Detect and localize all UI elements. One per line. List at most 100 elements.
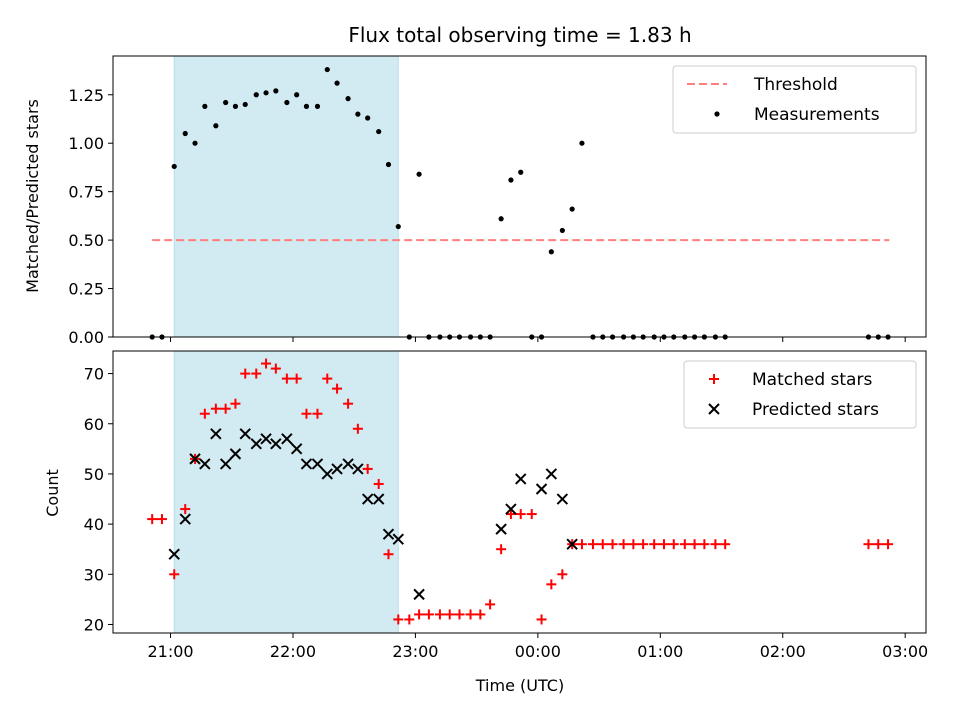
x-stroke-b [219,458,232,470]
matched-star-point [496,544,507,555]
x-stroke-b [260,433,272,445]
predicted-star-point [361,493,374,505]
predicted-star-point [210,428,222,440]
predicted-star-point [352,463,364,475]
measurement-point [202,103,208,109]
measurement-point [171,163,177,170]
predicted-star-point [290,443,303,455]
x-stroke-b [300,458,313,470]
predicted-star-point [250,438,262,450]
measurement-point [253,92,259,98]
matched-star-point [147,514,158,525]
x-stroke-b [556,493,569,505]
measurement-point [263,90,269,96]
matched-star-point [475,609,486,620]
predicted-star-point [239,428,251,440]
matched-star-point [343,398,354,409]
x-tick-label: 00:00 [515,642,561,661]
measurement-point [376,128,382,135]
matched-star-point [505,509,516,520]
predicted-star-point [505,503,517,515]
measurement-point [232,103,239,109]
matched-star-point [393,614,404,625]
plot-frame [112,55,927,338]
measurement-point [498,216,504,222]
matched-star-point [873,539,884,550]
x-stroke-b [179,513,191,525]
x-stroke-b [321,468,333,480]
matched-star-point [373,478,384,489]
matched-star-point [291,373,302,384]
x-stroke-b [281,433,293,445]
measurement-point [182,130,188,137]
matched-star-point [352,423,363,434]
matched-star-point [156,514,167,525]
predicted-star-point [168,548,180,560]
matched-star-point [270,363,281,374]
x-tick-label: 22:00 [270,642,316,661]
bottom-legend: Matched stars Predicted stars [683,360,917,429]
x-stroke-b [229,448,242,460]
matched-star-point [546,579,557,590]
predicted-star-point [372,493,385,505]
matched-star-point [628,539,639,550]
predicted-star-point [219,458,232,470]
x-stroke-b [189,453,201,465]
measurement-point [518,169,524,175]
measurement-point [548,249,554,255]
matched-star-point [251,368,262,379]
y-tick-label: 0.50 [68,231,104,250]
predicted-star-point [311,458,324,470]
matched-star-point [485,599,496,610]
observing-window-shade-bottom [173,350,399,634]
predicted-star-point [382,528,395,540]
shaded-region [173,55,399,338]
measurement-point [284,99,290,106]
x-stroke-b [392,533,404,545]
x-stroke-b [535,483,548,495]
measurement-point [508,177,514,183]
matched-star-point [597,539,608,550]
predicted-stars-series [168,428,578,601]
matched-star-point [434,609,445,620]
matched-star-point [658,539,669,550]
matched-star-point [362,463,373,474]
x-tick-label: 02:00 [760,642,806,661]
measurement-point [223,99,229,106]
x-stroke-b [545,468,558,480]
legend-predicted-swatch-b [708,403,720,415]
matched-star-point [322,373,333,384]
matched-star-point [515,509,526,520]
measurement-point [314,103,321,109]
legend-threshold-label: Threshold [753,75,838,95]
measurement-point [416,171,422,177]
measurement-point [334,80,340,86]
y-tick-label: 20 [84,615,104,634]
measurement-point [355,111,361,117]
matched-star-point [199,408,210,419]
predicted-star-point [189,453,201,465]
x-stroke-b [239,428,251,440]
matched-star-point [618,539,629,550]
matched-star-point [863,539,874,550]
matched-star-point [404,614,415,625]
y-tick-label: 60 [84,415,104,434]
legend-box [683,360,917,429]
matched-star-point [423,609,434,620]
y-tick-label: 0.25 [68,280,104,299]
measurement-point [365,115,371,121]
matched-star-point [383,549,394,560]
predicted-star-point [342,458,354,470]
measurement-point [213,123,219,129]
predicted-star-point [300,458,313,470]
y-tick-label: 0.75 [68,183,104,202]
observing-window-shade-top [173,55,399,338]
bottom-panel: 20 30 40 50 60 70 21:00 22:00 23:00 00:00 01:00 02:… [43,350,928,695]
x-stroke-b [250,438,262,450]
matched-star-point [699,539,710,550]
matched-star-point [576,539,587,550]
chart-title: Flux total observing time = 1.83 h [348,23,691,47]
matched-star-point [710,539,721,550]
matched-star-point [230,398,241,409]
matched-star-point [668,539,679,550]
